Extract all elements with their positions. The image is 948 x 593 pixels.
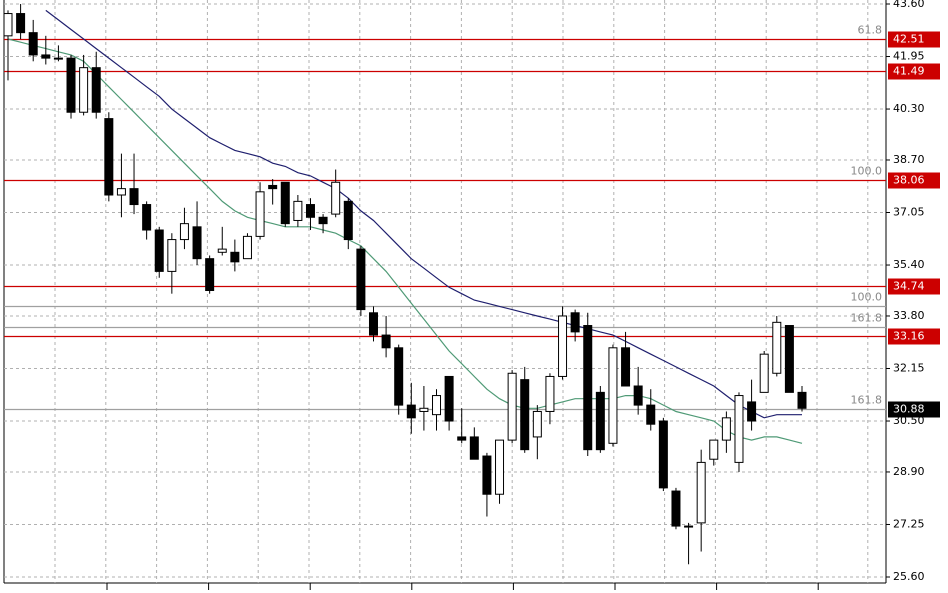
candle-body: [255, 191, 265, 237]
candle-body: [520, 379, 530, 451]
candle-body: [305, 204, 315, 218]
candle-body: [482, 455, 492, 495]
candle-body: [684, 525, 694, 528]
candle-body: [41, 54, 51, 59]
candle-body: [633, 385, 643, 406]
y-tick-label: 32.15: [893, 361, 925, 374]
candle-body: [268, 184, 278, 190]
y-tick-label: 40.30: [893, 102, 925, 115]
candle-body: [432, 395, 442, 416]
price-label: 33.16: [893, 330, 925, 343]
candle-body: [696, 461, 706, 524]
level-annotation: 61.8: [858, 24, 883, 37]
candle-body: [28, 32, 38, 56]
y-tick-label: 33.80: [893, 309, 925, 322]
price-label-box: [888, 31, 940, 48]
candle-body: [595, 391, 605, 451]
price-label-box: [888, 63, 940, 80]
candle-body: [217, 248, 227, 253]
candle-body: [104, 118, 114, 196]
candle-body: [658, 420, 668, 489]
y-tick-label: 41.95: [893, 50, 925, 63]
candle-body: [495, 439, 505, 495]
candle-body: [797, 391, 807, 409]
candle-body: [570, 312, 580, 333]
candle-body: [192, 226, 202, 260]
candle-body: [583, 325, 593, 451]
candle-body: [205, 258, 215, 291]
price-label-box: [888, 401, 940, 418]
candle-body: [558, 315, 568, 377]
candle-body: [759, 353, 769, 393]
candle-body: [532, 410, 542, 438]
candle-body: [469, 436, 479, 460]
moving-average: [45, 9, 802, 419]
candle-body: [79, 67, 89, 113]
candle-body: [230, 251, 240, 263]
candle-body: [318, 216, 328, 225]
candle-body: [179, 223, 189, 241]
candle-body: [293, 200, 303, 221]
candle-body: [16, 13, 26, 34]
price-label: 34.74: [893, 280, 925, 293]
candle-body: [784, 325, 794, 393]
price-label-box: [888, 328, 940, 345]
price-label: 30.88: [893, 403, 925, 416]
candle-body: [772, 321, 782, 374]
candle-body: [91, 67, 101, 113]
level-annotation: 100.0: [851, 291, 883, 304]
y-tick-label: 37.05: [893, 206, 925, 219]
candle-body: [457, 436, 467, 441]
level-annotation: 100.0: [851, 165, 883, 178]
candle-body: [356, 248, 366, 311]
y-tick-label: 28.90: [893, 465, 925, 478]
candle-body: [154, 229, 164, 272]
candle-body: [331, 181, 341, 215]
candle-body: [721, 417, 731, 441]
candle-body: [545, 375, 555, 412]
y-tick-label: 27.25: [893, 517, 925, 530]
candle-body: [343, 200, 353, 241]
level-annotation: 161.8: [851, 394, 883, 407]
candle-body: [747, 401, 757, 422]
candle-body: [116, 188, 126, 196]
candle-body: [671, 490, 681, 527]
candle-body: [142, 204, 152, 231]
candle-body: [507, 372, 517, 441]
candle-body: [280, 181, 290, 225]
candle-body: [734, 395, 744, 463]
price-label-box: [888, 278, 940, 295]
candle-body: [167, 239, 177, 272]
candle-body: [646, 404, 656, 425]
candle-body: [66, 57, 76, 113]
y-tick-label: 35.40: [893, 258, 925, 271]
candle-body: [53, 57, 63, 60]
candle-body: [394, 347, 404, 406]
candle-body: [129, 188, 139, 206]
y-tick-label: 38.70: [893, 153, 925, 166]
candle-body: [709, 439, 719, 460]
y-tick-label: 43.60: [893, 0, 925, 10]
y-tick-label: 25.60: [893, 570, 925, 583]
moving-average: [7, 38, 803, 444]
candle-body: [608, 347, 618, 444]
candle-body: [406, 404, 416, 419]
candle-body: [3, 13, 13, 37]
level-annotation: 161.8: [851, 312, 883, 325]
price-label-box: [888, 172, 940, 189]
candle-body: [242, 235, 252, 260]
price-label: 41.49: [893, 65, 925, 78]
price-label: 38.06: [893, 174, 925, 187]
candle-body: [368, 312, 378, 336]
candle-body: [444, 375, 454, 422]
candle-body: [621, 347, 631, 387]
candle-body: [381, 334, 391, 349]
price-label: 42.51: [893, 33, 925, 46]
candle-body: [419, 407, 429, 412]
